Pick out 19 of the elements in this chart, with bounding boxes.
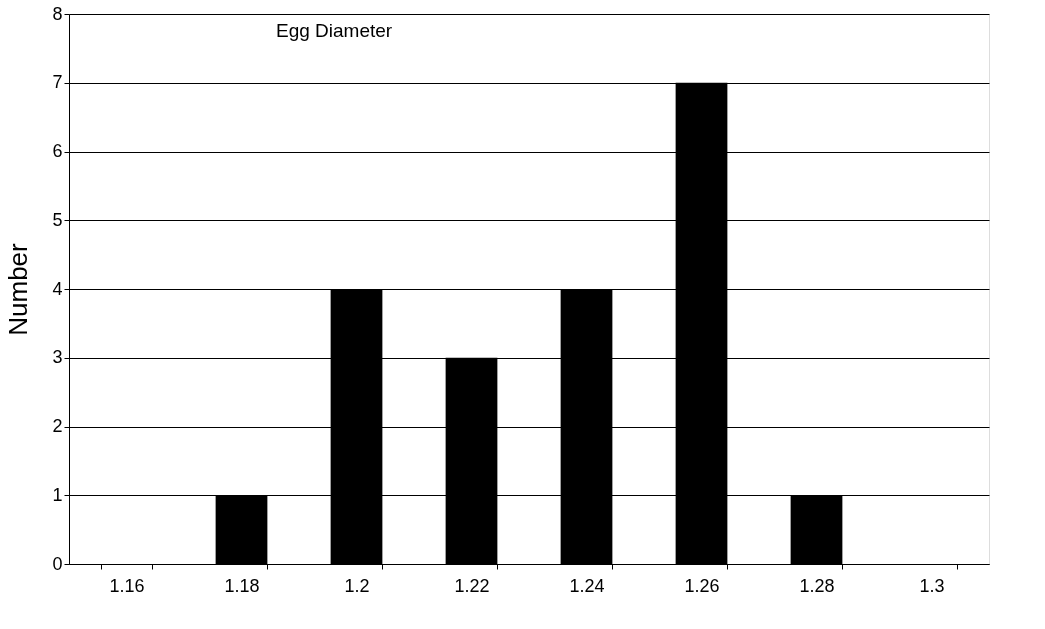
x-tick-label: 1.24 [569,575,605,596]
y-tick-label: 0 [52,553,63,574]
y-tick-label: 5 [52,209,63,230]
x-tick-label: 1.22 [454,575,490,596]
x-tick-label: 1.16 [109,575,145,596]
x-tick-label: 1.18 [224,575,260,596]
y-tick-label: 4 [52,278,63,299]
y-tick-label: 8 [52,3,63,24]
x-tick-label: 1.28 [799,575,835,596]
y-tick-label: 6 [52,141,63,161]
x-tick-label: 1.26 [684,575,720,596]
y-tick-label: 3 [52,347,63,368]
y-axis-title: Number [3,242,34,336]
y-tick-label: 1 [52,484,63,505]
y-tick-label: 2 [52,416,63,436]
chart-title: Egg Diameter [275,20,393,41]
y-tick-label: 7 [52,72,63,93]
x-tick-label: 1.2 [344,575,370,596]
x-tick-label: 1.3 [919,575,945,596]
